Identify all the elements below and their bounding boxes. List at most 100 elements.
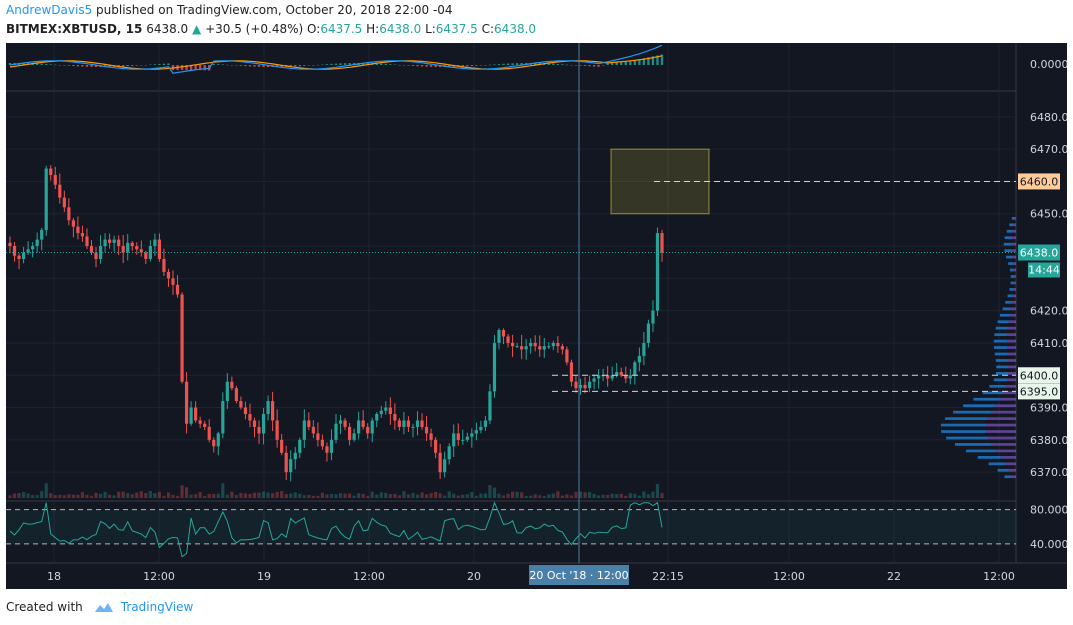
volume-bar (212, 493, 216, 498)
volume-bar (76, 494, 80, 498)
last-price: 6438.0 (146, 22, 189, 36)
macd-histogram-bar (144, 64, 148, 66)
crosshair-time-box (529, 565, 629, 585)
candle-body (447, 446, 451, 460)
price-axis[interactable]: 6480.0 6470.0 6450.0 6420.0 6410.0 6390.0 6380… (1018, 58, 1067, 551)
profile-bar (1008, 262, 1013, 265)
candle-body (388, 407, 392, 415)
time-tick-label: 20 (467, 570, 481, 583)
candle-body (89, 246, 94, 253)
volume-bar (117, 491, 121, 498)
macd-histogram-bar (121, 65, 125, 67)
macd-histogram-bar (610, 63, 614, 65)
chart-canvas[interactable]: 6460.0 6400.0 6395.0 6480.0 6470.0 6450.0 642… (6, 43, 1067, 589)
rsi-line (9, 501, 663, 558)
candle-body (252, 420, 257, 427)
profile-bar (1002, 307, 1011, 311)
profile-bar (946, 436, 989, 440)
profile-bar (1010, 281, 1014, 285)
volume-bar (130, 494, 134, 498)
macd-histogram-bar (484, 65, 487, 66)
volume-bar (148, 491, 152, 498)
candle-body (189, 407, 193, 424)
candle-body (524, 346, 528, 350)
macd-histogram-bar (76, 65, 80, 67)
profile-bar (994, 346, 1008, 349)
candle-body (230, 381, 234, 389)
macd-histogram-bar (556, 63, 560, 65)
macd-histogram-bar (601, 65, 605, 66)
volume-bar (592, 493, 596, 498)
macd-histogram-bar (253, 65, 256, 67)
macd-histogram-bar (352, 62, 356, 65)
candle-body (393, 414, 397, 421)
candle-body (334, 423, 338, 440)
volume-bar (266, 492, 270, 498)
candle-body (415, 420, 420, 427)
volume-bar (194, 494, 198, 498)
candle-body (565, 349, 569, 363)
profile-bar (993, 378, 1008, 382)
volume-bar (221, 483, 225, 498)
macd-histogram-bar (393, 64, 397, 66)
candle-body (533, 342, 537, 347)
volume-bar (529, 495, 533, 498)
profile-bar (985, 423, 1016, 427)
horizontal-levels[interactable]: 6460.0 6400.0 6395.0 (6, 43, 1060, 563)
profile-bar (963, 404, 995, 408)
macd-histogram-bar (466, 65, 469, 67)
volume-bar (406, 494, 411, 498)
rsi-axis-label: 80.0000 (1030, 504, 1067, 517)
volume-bar (216, 493, 220, 498)
volume-bar (560, 495, 564, 498)
volume-bar (239, 492, 243, 498)
macd-histogram-bar (597, 65, 600, 67)
author-link[interactable]: AndrewDavis5 (6, 3, 93, 17)
candle-body (637, 355, 641, 363)
time-axis[interactable]: 1812:001912:002012:0022:1512:002212:0020… (47, 565, 1015, 585)
macd-histogram-bar (221, 64, 225, 65)
candle-body (515, 346, 519, 348)
time-tick-label: 22:15 (652, 570, 684, 583)
volume-bar (488, 485, 492, 498)
macd-histogram-bar (266, 65, 270, 68)
macd-histogram-bar (63, 65, 66, 66)
candle-body (221, 401, 225, 434)
macd-histogram-bar (162, 63, 166, 65)
volume-bar (624, 495, 628, 498)
macd-histogram-bar (588, 65, 591, 67)
candle-body (578, 384, 583, 389)
level-label: 6395.0 (1020, 385, 1059, 398)
profile-bar (940, 423, 986, 427)
profile-bar (1005, 300, 1012, 304)
candle-body (325, 446, 329, 453)
candle-body (17, 255, 21, 259)
macd-histogram-bar (85, 65, 89, 67)
volume-bar (361, 493, 365, 498)
volume-bar (388, 494, 392, 498)
macd-histogram-bar (633, 59, 637, 65)
candle-body (94, 252, 98, 259)
volume-bar (606, 494, 610, 498)
candle-body (574, 381, 578, 389)
volume-bar (21, 492, 26, 498)
profile-bar (1011, 236, 1016, 240)
profile-bar (1005, 384, 1016, 388)
volume-bar (497, 493, 501, 498)
volume-bar (207, 493, 211, 498)
profile-bar (1008, 320, 1016, 324)
open-label: O: (307, 22, 321, 36)
volume-bar (135, 492, 139, 498)
profile-bar (1000, 313, 1010, 317)
tradingview-link[interactable]: TradingView (120, 600, 194, 614)
volume-bar (578, 491, 583, 498)
macd-histogram-bar (380, 63, 383, 65)
macd-histogram-bar (189, 65, 193, 70)
countdown-box (1028, 262, 1060, 278)
candle-body (470, 433, 474, 437)
time-tick-label: 19 (257, 570, 271, 583)
profile-bar (994, 352, 1008, 356)
change-arrow-icon: ▲ (192, 22, 202, 36)
candle-body (316, 433, 320, 440)
macd-histogram-bar (280, 65, 283, 67)
